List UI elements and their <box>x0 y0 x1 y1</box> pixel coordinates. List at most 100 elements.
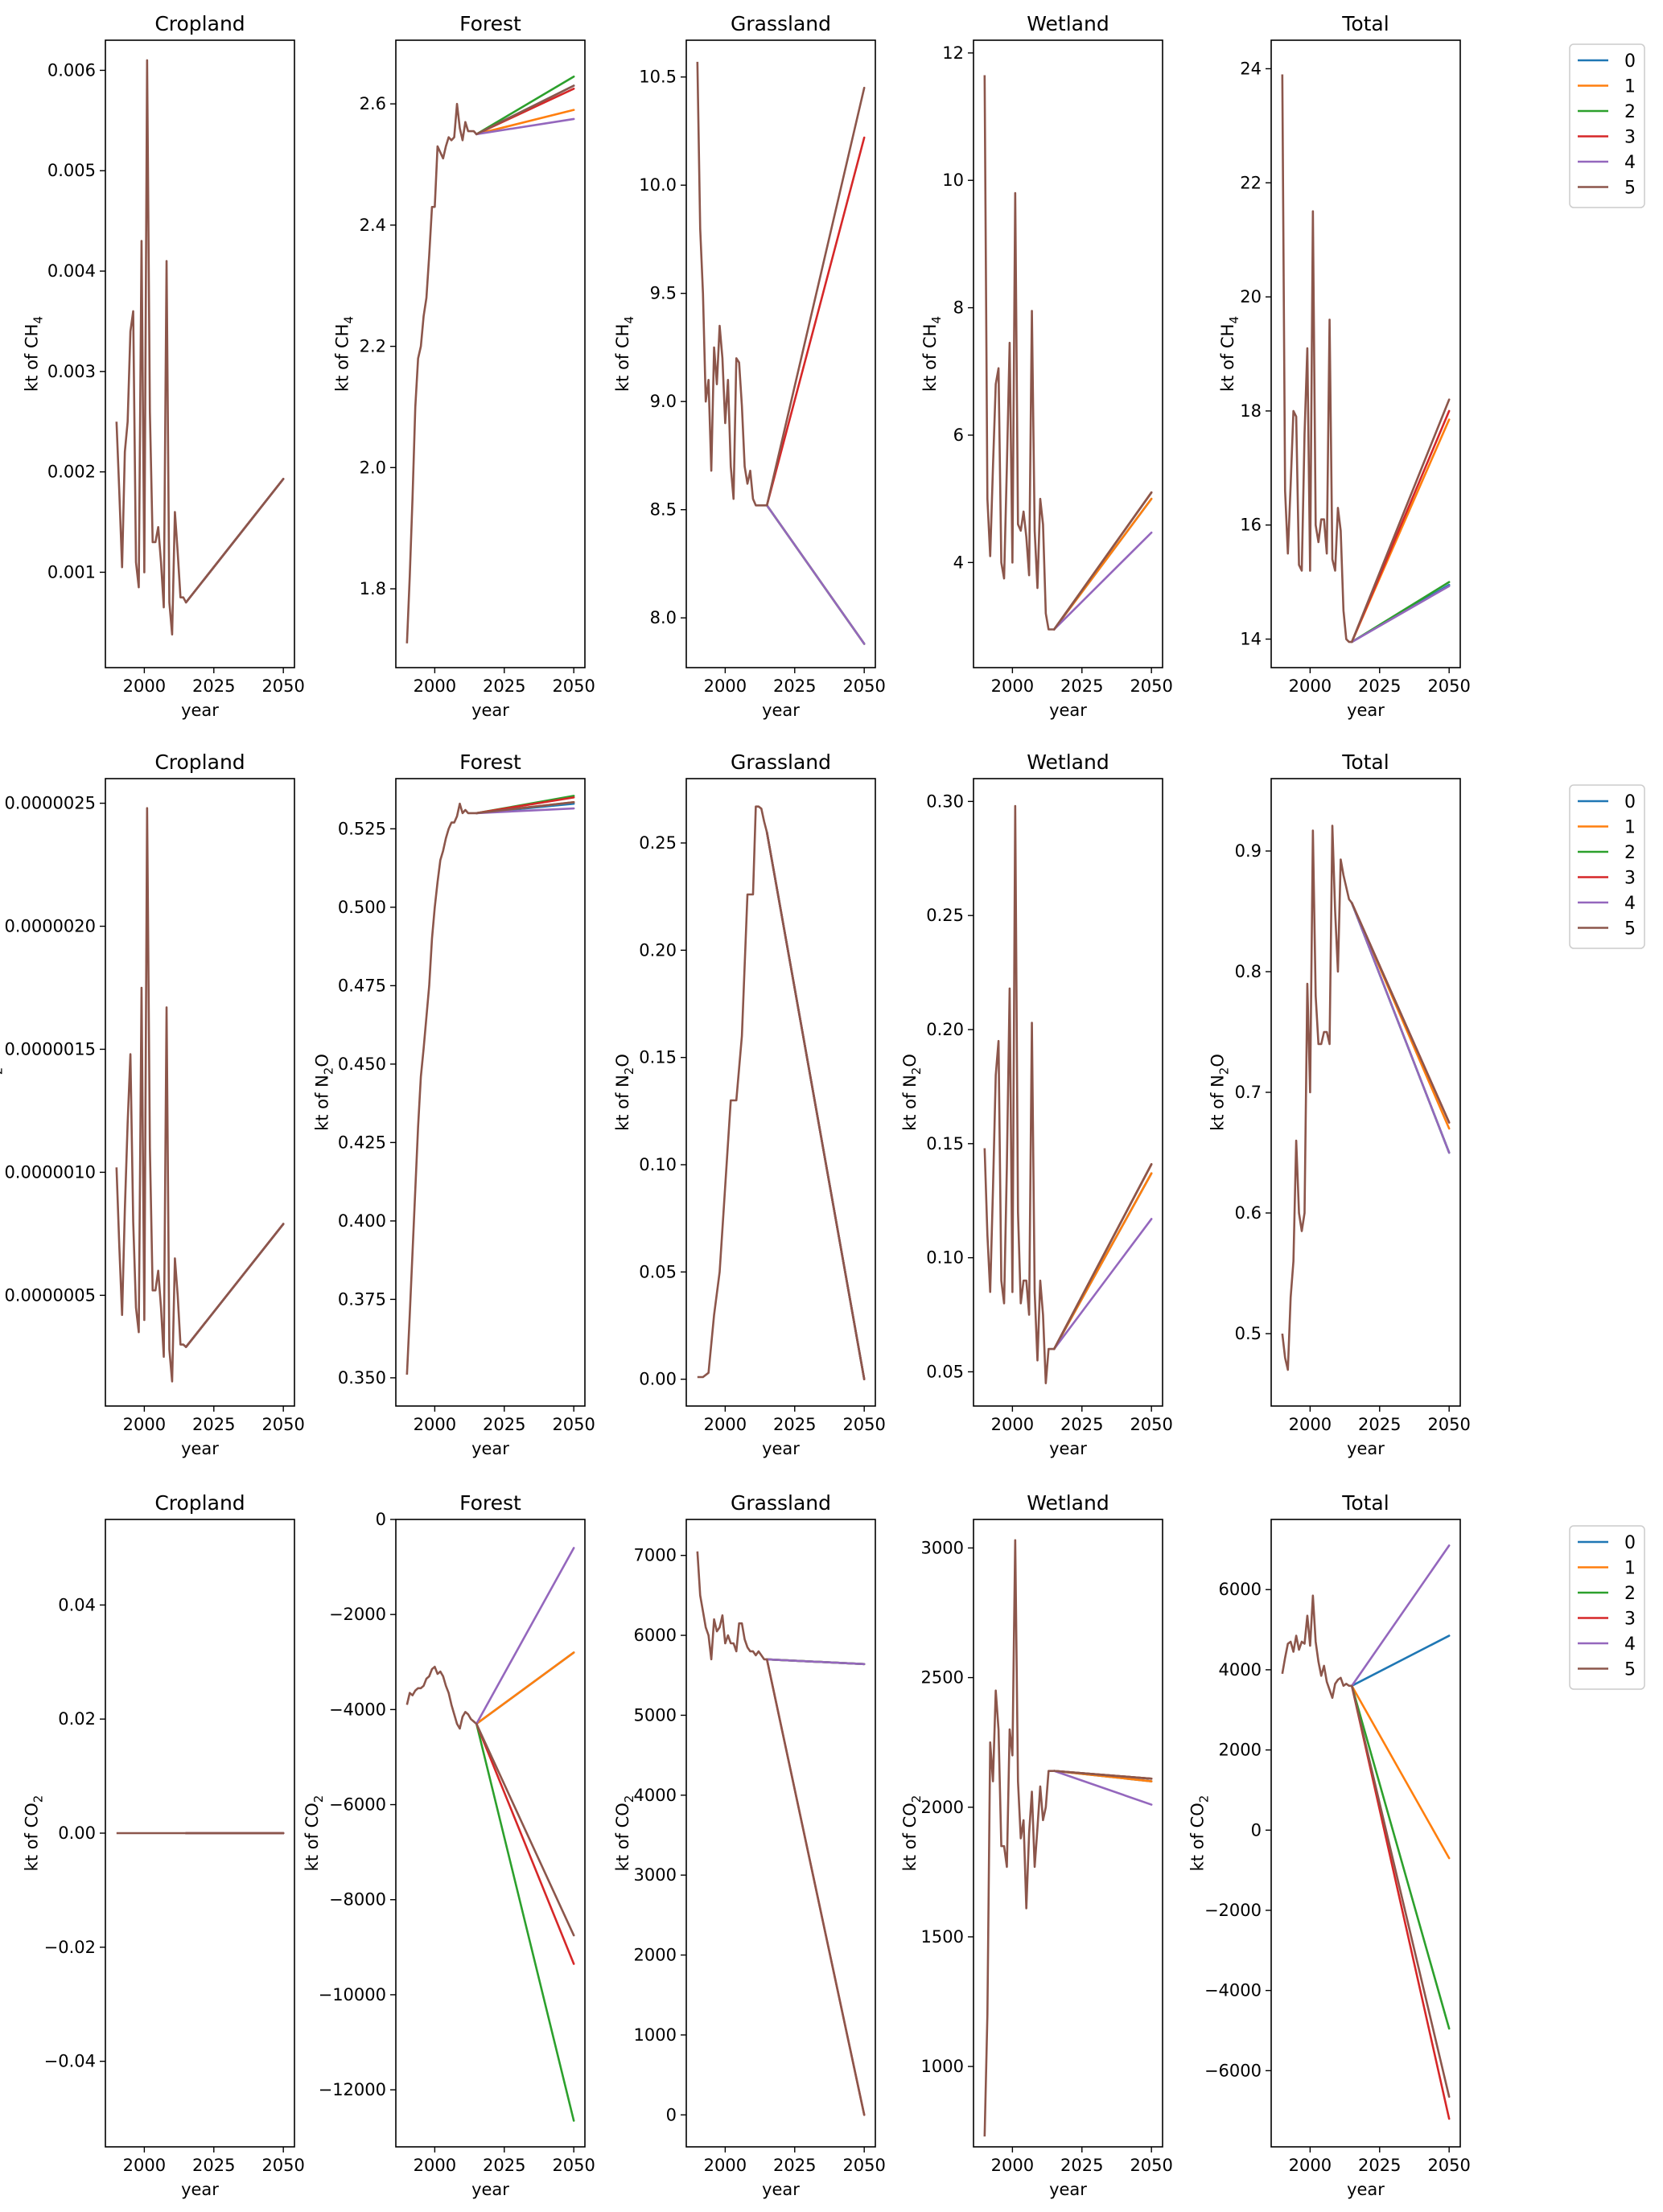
y-tick-label: 0 <box>666 2105 677 2124</box>
x-axis-label: year <box>181 701 219 720</box>
legend-label-series-4: 4 <box>1624 1634 1636 1655</box>
subplot-2-wetland: 2000 2025 2050 0.05 0.10 0.15 0.20 0.25 0.30 Wetl… <box>900 750 1173 1458</box>
y-tick-label: 0.05 <box>926 1362 964 1381</box>
y-tick-label: 1500 <box>921 1927 964 1947</box>
x-tick-label: 2000 <box>123 2156 166 2175</box>
y-tick-label: 0.04 <box>58 1595 96 1614</box>
x-axis-label: year <box>1347 1439 1385 1458</box>
y-tick-label: 0.10 <box>639 1155 677 1174</box>
x-tick-label: 2000 <box>414 676 456 696</box>
plot-lines <box>405 75 575 643</box>
plot-lines <box>405 1547 575 2122</box>
x-tick-label: 2000 <box>1289 2156 1332 2175</box>
y-axis-label: kt of CH4​ <box>613 316 636 392</box>
y-tick-label: 22 <box>1240 173 1262 192</box>
y-tick-label: −0.02 <box>44 1938 96 1957</box>
projection-line-series-4 <box>1350 902 1451 1154</box>
projection-line-series-5 <box>1350 902 1451 1124</box>
x-tick-label: 2050 <box>842 2156 885 2175</box>
x-tick-label: 2025 <box>192 2156 235 2175</box>
legend-label-series-3: 3 <box>1624 128 1636 148</box>
axes-frame <box>973 39 1163 668</box>
legend-row-3: 0 1 2 3 4 5 <box>1569 1525 1645 1690</box>
legend-label-series-5: 5 <box>1624 1660 1636 1680</box>
plot-lines <box>115 59 285 636</box>
x-axis-label: year <box>1347 701 1385 720</box>
x-tick-label: 2050 <box>261 676 304 696</box>
y-tick-label: 2000 <box>634 1946 677 1965</box>
legend-label-series-2: 2 <box>1624 1584 1636 1604</box>
legend-label-series-5: 5 <box>1624 919 1636 939</box>
x-tick-label: 2050 <box>261 1415 304 1434</box>
projection-line-series-1 <box>1350 1684 1451 1860</box>
y-tick-label: 6 <box>953 426 964 445</box>
y-axis-label: kt of CO2​ <box>23 1795 46 1872</box>
projection-line-series-5 <box>475 800 575 815</box>
projection-line-series-5 <box>1350 1684 1451 2098</box>
x-tick-label: 2025 <box>192 676 235 696</box>
projection-line-series-5 <box>1052 1770 1153 1780</box>
legend-label-series-0: 0 <box>1624 51 1636 72</box>
x-tick-label: 2050 <box>1130 676 1172 696</box>
y-tick-label: 4000 <box>634 1786 677 1805</box>
subplot-1-grassland: 2000 2025 2050 8.0 8.5 9.0 9.5 10.0 10.5 Grasslan… <box>613 12 886 720</box>
y-axis-label: kt of N2​O <box>0 1054 6 1131</box>
plot-lines <box>983 1539 1153 2137</box>
y-tick-label: 2000 <box>1219 1741 1262 1760</box>
projection-line-series-4 <box>1350 1544 1451 1688</box>
subplot-title: Forest <box>459 750 521 774</box>
y-axis-label: kt of CO2​ <box>900 1795 924 1872</box>
y-axis-label: kt of CH4​ <box>920 316 944 392</box>
history-line <box>696 1551 768 1661</box>
x-tick-label: 2025 <box>1358 676 1401 696</box>
y-tick-label: 0.00 <box>58 1823 96 1843</box>
axes-frame <box>395 778 586 1407</box>
projection-line-series-5 <box>475 84 575 136</box>
x-tick-label: 2000 <box>704 676 747 696</box>
subplot-title: Wetland <box>1027 12 1109 35</box>
y-tick-label: 0 <box>376 1510 386 1529</box>
subplot-title: Total <box>1341 1491 1389 1515</box>
y-tick-label: 0.5 <box>1235 1324 1262 1343</box>
projection-line-series-5 <box>765 831 866 1380</box>
axes-frame <box>395 39 586 668</box>
axes-frame <box>973 778 1163 1407</box>
x-axis-label: year <box>181 2180 219 2199</box>
y-tick-label: 0.25 <box>639 833 677 853</box>
x-tick-label: 2025 <box>773 676 816 696</box>
plot-lines <box>1281 824 1451 1371</box>
y-axis-label: kt of N2​O <box>1208 1054 1232 1131</box>
axes-frame <box>685 778 876 1407</box>
projection-line-series-5 <box>765 86 866 507</box>
x-axis-label: year <box>1049 701 1087 720</box>
subplot-3-cropland: 2000 2025 2050 −0.04 −0.02 0.00 0.02 0.04 Cropla… <box>23 1491 305 2199</box>
x-tick-label: 2000 <box>704 2156 747 2175</box>
projection-line-series-4 <box>765 1658 866 1666</box>
axes-frame <box>395 1519 586 2148</box>
legend-label-series-4: 4 <box>1624 894 1636 914</box>
y-tick-label: −2000 <box>329 1605 386 1624</box>
legend-label-series-1: 1 <box>1624 818 1636 838</box>
subplot-title: Grassland <box>731 750 831 774</box>
projection-line-series-4 <box>1350 585 1451 643</box>
y-tick-label: 0.002 <box>47 463 96 482</box>
y-tick-label: −4000 <box>329 1700 386 1719</box>
projection-line-series-2 <box>475 75 575 136</box>
axes-frame <box>1270 1519 1461 2148</box>
subplot-1-wetland: 2000 2025 2050 4 6 8 10 12 Wetland year kt of CH4​ <box>920 12 1173 720</box>
x-axis-label: year <box>1049 1439 1087 1458</box>
plot-lines <box>1281 1544 1451 2120</box>
x-tick-label: 2050 <box>552 676 595 696</box>
y-tick-label: 2.4 <box>360 216 386 235</box>
y-tick-label: 0.0000010 <box>4 1162 96 1182</box>
subplot-title: Total <box>1341 750 1389 774</box>
y-tick-label: 1.8 <box>360 579 386 598</box>
axes-frame <box>973 1519 1163 2148</box>
x-tick-label: 2050 <box>842 1415 885 1434</box>
y-tick-label: 0.475 <box>338 976 386 995</box>
y-tick-label: 1000 <box>921 2057 964 2076</box>
x-tick-label: 2050 <box>1427 676 1470 696</box>
y-tick-label: 3000 <box>921 1538 964 1557</box>
projection-line-series-4 <box>765 504 866 645</box>
